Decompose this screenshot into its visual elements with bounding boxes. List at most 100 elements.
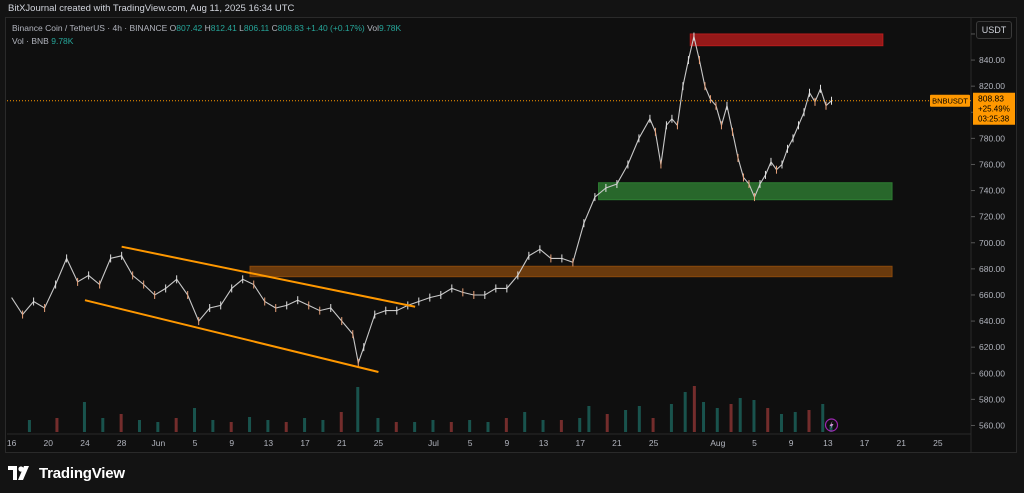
time-tick-label: Jul (428, 438, 439, 448)
time-tick-label: 17 (300, 438, 310, 448)
volume-bar (669, 404, 673, 432)
time-tick-label: 21 (337, 438, 347, 448)
time-tick-label: 24 (80, 438, 90, 448)
price-tick-label: 580.00 (979, 394, 1005, 404)
symbol-name: Binance Coin / TetherUS · 4h · BINANCE (12, 23, 168, 33)
volume-bar (82, 402, 86, 432)
attribution-text: BitXJournal created with TradingView.com… (8, 3, 295, 14)
time-tick-label: Jun (151, 438, 165, 448)
volume-bar (821, 404, 825, 432)
volume-bar (248, 417, 252, 432)
time-tick-label: Aug (710, 438, 725, 448)
volume-bar (541, 420, 545, 432)
price-tick-label: 780.00 (979, 133, 1005, 143)
currency-button[interactable]: USDT (976, 21, 1012, 39)
volume-bar (504, 418, 508, 432)
price-tick-label: 840.00 (979, 55, 1005, 65)
volume-bar (637, 406, 641, 432)
price-tick-label: 600.00 (979, 368, 1005, 378)
symbol-tag-label: BNBUSDT (932, 97, 968, 106)
volume-bar (651, 418, 655, 432)
volume-bar (715, 408, 719, 432)
time-tick-label: 25 (933, 438, 943, 448)
volume-bar (193, 408, 197, 432)
volume-bar (174, 418, 178, 432)
volume-bar (702, 402, 706, 432)
volume-bar (807, 410, 811, 432)
volume-bar (137, 420, 141, 432)
price-tick-label: 640.00 (979, 316, 1005, 326)
change-value: +1.40 (+0.17%) (306, 23, 365, 33)
chart-area[interactable] (5, 17, 1017, 453)
lightning-icon (829, 421, 834, 429)
volume-bar (376, 418, 380, 432)
volume-bar (27, 420, 31, 432)
volume-bar (413, 422, 417, 432)
symbol-legend: Binance Coin / TetherUS · 4h · BINANCE O… (12, 23, 401, 33)
time-tick-label: 13 (823, 438, 833, 448)
volume-bar (55, 418, 59, 432)
volume-bar (156, 422, 160, 432)
volume-bar (356, 387, 360, 432)
volume-bar (752, 400, 756, 432)
price-tag-price: 808.83 (978, 94, 1004, 104)
volume-bar (829, 426, 833, 432)
volume-bar (779, 414, 783, 432)
time-tick-label: 13 (539, 438, 549, 448)
vol-value: 9.78K (378, 23, 402, 33)
symbol-tag (930, 94, 970, 107)
volume-bar (229, 422, 233, 432)
volume-bar (431, 420, 435, 432)
volume-bar (339, 412, 343, 432)
price-tick-label: 660.00 (979, 290, 1005, 300)
time-tick-label: 28 (117, 438, 127, 448)
price-tick-label: 820.00 (979, 81, 1005, 91)
volume-bar (738, 398, 742, 432)
price-tick-label: 680.00 (979, 264, 1005, 274)
volume-bar (692, 386, 696, 432)
volume-bar (449, 422, 453, 432)
tradingview-brand: TradingView (39, 464, 125, 482)
time-tick-label: 9 (504, 438, 509, 448)
time-tick-label: 9 (229, 438, 234, 448)
time-tick-label: 20 (44, 438, 54, 448)
volume-bar (624, 410, 628, 432)
time-tick-label: 5 (193, 438, 198, 448)
price-tag-change: +25.49% (978, 105, 1010, 114)
price-tick-label: 620.00 (979, 342, 1005, 352)
time-tick-label: 5 (752, 438, 757, 448)
channel-upper-line (121, 245, 416, 308)
volume-bar (468, 420, 472, 432)
volume-bar (559, 420, 563, 432)
volume-bar (303, 418, 307, 432)
price-tick-label: 740.00 (979, 186, 1005, 196)
volume-bar (119, 414, 123, 432)
volume-bar (766, 408, 770, 432)
time-tick-label: 9 (789, 438, 794, 448)
volume-bar (523, 412, 527, 432)
price-tick-label: 560.00 (979, 420, 1005, 430)
volume-bar (211, 420, 215, 432)
time-tick-label: 25 (649, 438, 659, 448)
low-label: L (239, 23, 244, 33)
high-value: 812.41 (210, 23, 237, 33)
volume-legend: Vol · BNB 9.78K (12, 36, 73, 46)
volume-legend-label: Vol · BNB (12, 36, 49, 46)
price-tag (973, 92, 1015, 125)
vol-label: Vol (367, 23, 379, 33)
channel-lower-line (84, 299, 379, 373)
close-value: 808.83 (277, 23, 304, 33)
low-value: 806.11 (243, 23, 270, 33)
time-tick-label: 21 (612, 438, 622, 448)
volume-bar (101, 418, 105, 432)
volume-bar (266, 420, 270, 432)
event-icon (824, 418, 839, 432)
volume-bar (587, 406, 591, 432)
volume-bar (729, 404, 733, 432)
volume-bar (578, 418, 582, 432)
time-tick-label: 17 (575, 438, 585, 448)
time-tick-label: 16 (7, 438, 17, 448)
price-tick-label: 700.00 (979, 238, 1005, 248)
time-tick-label: 13 (264, 438, 274, 448)
